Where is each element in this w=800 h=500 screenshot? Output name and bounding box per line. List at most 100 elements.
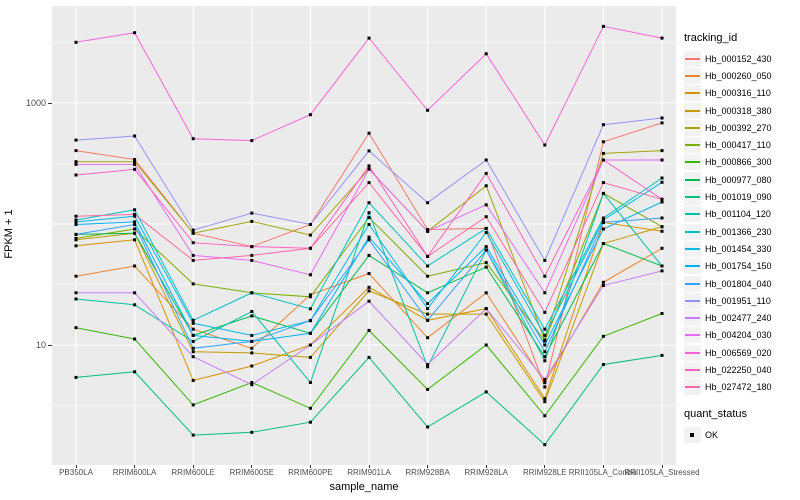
data-point xyxy=(74,138,78,142)
legend-entry-Hb_000318_380: Hb_000318_380 xyxy=(684,102,798,119)
x-tick-mark xyxy=(544,465,546,468)
data-point xyxy=(367,149,371,153)
y-axis-title: FPKM + 1 xyxy=(3,209,15,259)
legend-entry-label: Hb_001104_120 xyxy=(705,209,771,220)
data-point xyxy=(426,228,430,231)
y-tick-label: 1000 xyxy=(25,98,46,108)
legend-entry-Hb_000977_080: Hb_000977_080 xyxy=(684,171,798,188)
data-point xyxy=(250,383,254,387)
data-point xyxy=(660,216,664,220)
data-point xyxy=(191,433,195,437)
swatch-line-icon xyxy=(685,351,700,354)
data-point xyxy=(601,242,605,245)
legend-line-swatch xyxy=(684,67,701,84)
legend-line-swatch xyxy=(684,206,701,223)
data-point xyxy=(543,397,547,401)
data-point xyxy=(367,36,371,40)
x-tick-label-RRIM600LE: RRIM600LE xyxy=(171,468,215,477)
data-point xyxy=(543,339,547,343)
swatch-line-icon xyxy=(685,247,700,250)
data-point xyxy=(74,149,78,153)
y-tick-label: 10 xyxy=(35,340,46,350)
data-point xyxy=(74,297,78,301)
data-point xyxy=(484,261,488,265)
legend-entry-Hb_000417_110: Hb_000417_110 xyxy=(684,136,798,154)
data-point xyxy=(133,238,137,242)
x-axis-title: sample_name xyxy=(329,481,399,493)
data-point xyxy=(426,302,430,306)
data-point xyxy=(426,425,430,429)
data-point xyxy=(660,264,664,268)
data-point xyxy=(367,181,371,185)
data-point xyxy=(133,303,137,307)
data-point xyxy=(308,381,312,384)
data-point xyxy=(367,216,371,220)
data-point xyxy=(601,218,605,222)
data-point xyxy=(601,334,605,338)
data-point xyxy=(133,223,137,226)
legend-line-swatch xyxy=(684,258,701,275)
legend-entry-label: Hb_000316_110 xyxy=(705,88,771,99)
legend-entry-label: Hb_001019_090 xyxy=(705,192,772,203)
data-point xyxy=(191,346,195,350)
data-point xyxy=(133,291,137,295)
data-point xyxy=(308,233,312,237)
data-point xyxy=(191,350,195,354)
legend-line-swatch xyxy=(684,223,701,240)
data-point xyxy=(191,253,195,257)
legend-entry-quant-OK: OK xyxy=(684,426,798,443)
data-point xyxy=(543,343,547,347)
data-point xyxy=(601,191,605,195)
data-point xyxy=(426,307,430,311)
swatch-line-icon xyxy=(685,161,700,164)
data-point xyxy=(660,312,664,315)
data-point xyxy=(601,151,605,155)
data-point xyxy=(660,149,664,153)
legend-line-swatch xyxy=(684,292,701,309)
data-point xyxy=(191,228,195,232)
data-point xyxy=(543,310,547,314)
legend-line-swatch xyxy=(684,171,701,188)
data-point xyxy=(74,173,78,177)
data-point xyxy=(250,310,254,313)
data-point xyxy=(133,158,137,161)
swatch-line-icon xyxy=(685,282,700,285)
x-tick-mark xyxy=(602,465,604,468)
swatch-line-icon xyxy=(685,299,700,302)
data-point xyxy=(484,215,488,219)
data-point xyxy=(484,312,488,316)
data-point xyxy=(601,284,605,287)
data-point xyxy=(74,375,78,379)
legend-entry-Hb_000316_110: Hb_000316_110 xyxy=(684,85,798,102)
swatch-line-icon xyxy=(685,196,700,199)
data-point xyxy=(250,351,254,355)
data-point xyxy=(660,353,664,357)
x-tick-label-RRII105LA_Stressed: RRII105LA_Stressed xyxy=(624,468,700,477)
data-point xyxy=(601,24,605,28)
legend-entry-Hb_001019_090: Hb_001019_090 xyxy=(684,188,798,206)
data-point xyxy=(484,307,488,311)
data-point xyxy=(601,220,605,224)
data-point xyxy=(426,229,430,233)
y-tick-mark xyxy=(48,344,52,346)
legend-line-swatch xyxy=(684,327,701,344)
data-point xyxy=(308,246,312,250)
swatch-line-icon xyxy=(685,386,700,389)
data-point xyxy=(191,241,195,245)
quant-status-legend-entries: OK xyxy=(684,426,798,443)
legend-entry-label: Hb_000866_300 xyxy=(705,157,772,168)
legend-title-tracking-id: tracking_id xyxy=(684,32,738,44)
legend-point-swatch xyxy=(684,426,701,443)
data-point xyxy=(74,40,78,44)
legend-entry-label: OK xyxy=(705,429,719,440)
legend-line-swatch xyxy=(684,102,701,119)
data-point xyxy=(484,245,488,249)
data-point xyxy=(308,273,312,277)
legend-line-swatch xyxy=(684,119,701,136)
data-point xyxy=(191,137,195,141)
data-point xyxy=(133,337,137,341)
legend-entry-label: Hb_002477_240 xyxy=(705,313,772,324)
data-point xyxy=(543,355,547,359)
data-point xyxy=(426,291,430,295)
x-tick-label-RRIM901LA: RRIM901LA xyxy=(347,468,391,477)
